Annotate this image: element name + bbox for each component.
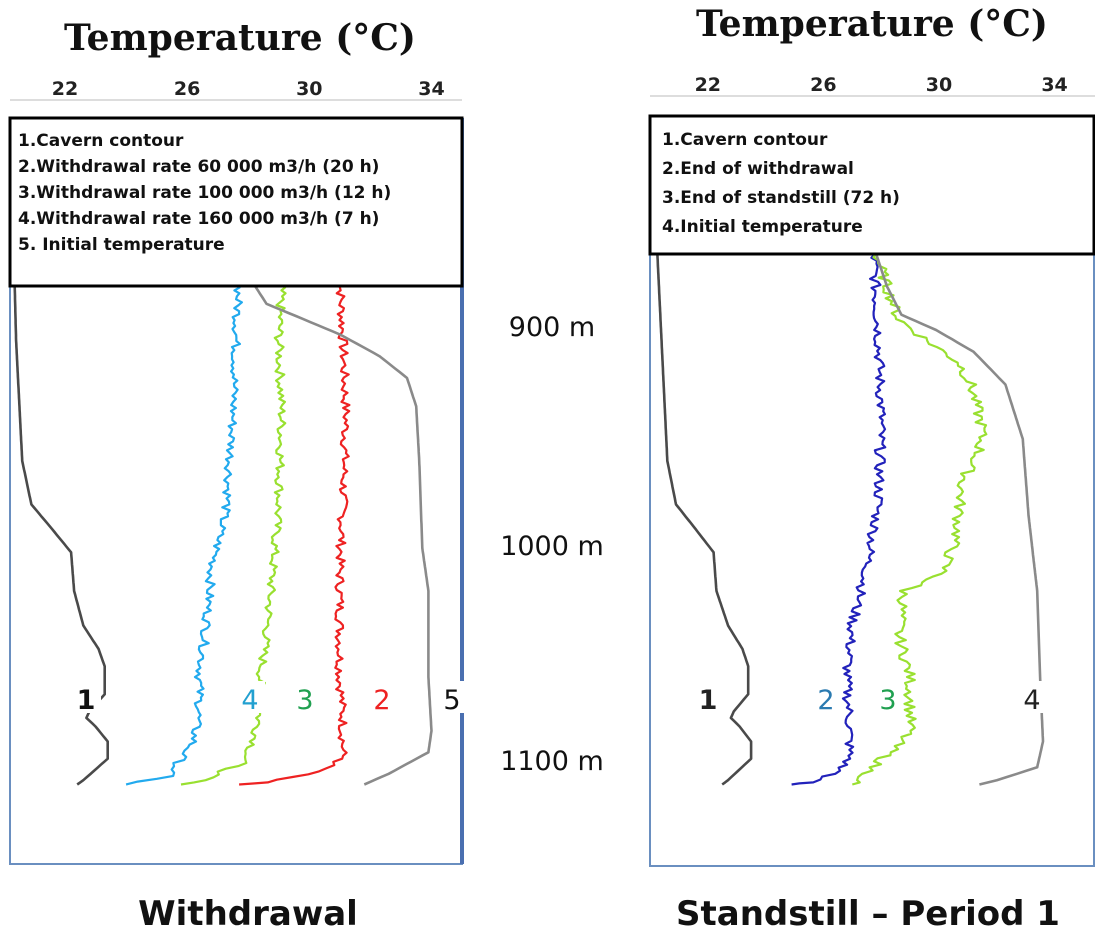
legend-entry: 1.Cavern contour (18, 131, 184, 151)
legend-entry: 2.End of withdrawal (662, 159, 854, 179)
depth-label-1000: 1000 m (500, 531, 604, 562)
series-line-5 (247, 274, 433, 786)
curve-label-4: 4 (1023, 685, 1040, 716)
curve-label-bg (693, 681, 723, 713)
legend-entry: 5. Initial temperature (18, 235, 225, 255)
series-line-4 (125, 274, 244, 786)
curve-label-bg (873, 681, 903, 713)
withdrawal-chart: Temperature (°C) 22 26 30 34 1 234 5 1.Cavern… (8, 17, 467, 931)
curve-label-bg (367, 681, 397, 713)
legend-entry: 4.Initial temperature (662, 217, 863, 237)
x-tick-label: 22 (695, 74, 721, 96)
curve-label-3: 3 (879, 685, 896, 716)
depth-labels: 900 m 1000 m 1100 m (500, 312, 604, 777)
x-tick-label: 30 (926, 74, 952, 96)
curve-label-5: 5 (443, 685, 460, 716)
curve-label-2: 2 (373, 685, 390, 716)
withdrawal-curve-labels: 1 2 3 4 5 (71, 681, 467, 716)
curve-label-bg (290, 681, 320, 713)
x-tick-label: 34 (418, 78, 444, 100)
series-line-1 (654, 220, 753, 786)
series-line-1 (11, 221, 109, 786)
curve-label-1: 1 (699, 685, 718, 716)
curve-label-bg (71, 681, 101, 713)
x-tick-label: 26 (810, 74, 836, 96)
series-line-2 (791, 241, 887, 786)
curve-label-2: 2 (817, 685, 834, 716)
withdrawal-title: Withdrawal (138, 894, 358, 931)
curve-label-bg (811, 681, 841, 713)
legend-entry: 4.Withdrawal rate 160 000 m3/h (7 h) (18, 209, 379, 229)
curve-label-3: 3 (296, 685, 313, 716)
standstill-x-ticks: 22 26 30 34 (695, 74, 1068, 96)
standstill-legend-box (648, 114, 1095, 256)
x-tick-label: 34 (1041, 74, 1067, 96)
standstill-legend: 1.Cavern contour 2.End of withdrawal 3.End… (662, 130, 900, 237)
legend-entry: 3.End of standstill (72 h) (662, 188, 900, 208)
withdrawal-xlabel: Temperature (°C) (64, 17, 416, 59)
standstill-xlabel: Temperature (°C) (696, 3, 1048, 45)
series-line-2 (239, 275, 351, 786)
x-tick-label: 30 (296, 78, 322, 100)
withdrawal-x-ticks: 22 26 30 34 (52, 78, 445, 100)
depth-label-1100: 1100 m (500, 746, 604, 777)
curve-label-1: 1 (77, 685, 96, 716)
legend-entry: 2.Withdrawal rate 60 000 m3/h (20 h) (18, 157, 379, 177)
standstill-title: Standstill – Period 1 (676, 894, 1060, 931)
depth-label-900: 900 m (509, 312, 595, 343)
withdrawal-legend: 1.Cavern contour 2.Withdrawal rate 60 000… (18, 131, 391, 255)
withdrawal-legend-box (8, 116, 464, 288)
curve-label-bg (1017, 681, 1047, 713)
curve-label-4: 4 (241, 685, 258, 716)
curve-label-bg (235, 681, 265, 713)
legend-entry: 3.Withdrawal rate 100 000 m3/h (12 h) (18, 183, 391, 203)
x-tick-label: 22 (52, 78, 78, 100)
x-tick-label: 26 (174, 78, 200, 100)
curve-label-bg (437, 681, 467, 713)
series-line-3 (851, 241, 988, 786)
legend-entry: 1.Cavern contour (662, 130, 828, 150)
standstill-curve-labels: 1 2 3 4 (693, 681, 1047, 716)
